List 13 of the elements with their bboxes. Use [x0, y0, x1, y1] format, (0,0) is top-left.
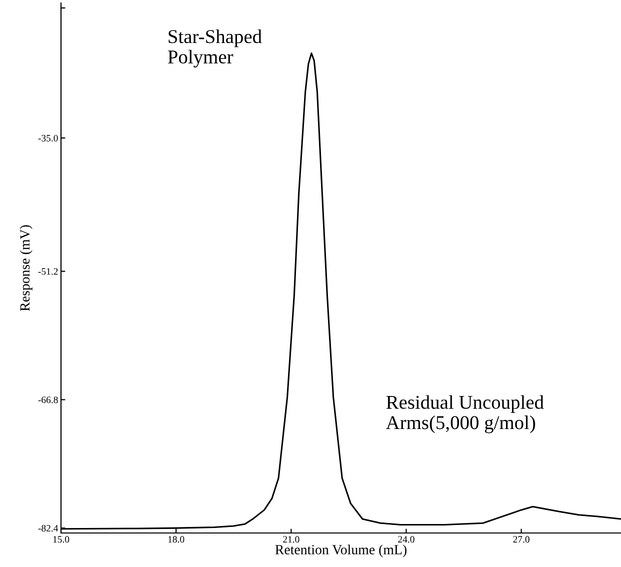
x-axis-title: Retention Volume (mL) [275, 544, 406, 558]
annotation: Residual Uncoupled Arms(5,000 g/mol) [386, 395, 544, 434]
x-tick-label: 27.0 [513, 536, 530, 543]
x-tick-label: 15.0 [53, 536, 70, 543]
annotation: Star-Shaped Polymer [168, 30, 262, 68]
y-axis-title: Response (mV) [20, 225, 32, 311]
y-tick-label: -35.0 [38, 134, 58, 142]
y-tick-label: -82.4 [38, 524, 58, 532]
y-tick-label: -51.2 [38, 268, 58, 275]
x-tick-label: 21.0 [283, 536, 300, 543]
x-tick-label: 24.0 [398, 536, 414, 543]
x-tick-label: 18.0 [168, 536, 184, 543]
y-tick-label: -66.8 [38, 396, 58, 404]
